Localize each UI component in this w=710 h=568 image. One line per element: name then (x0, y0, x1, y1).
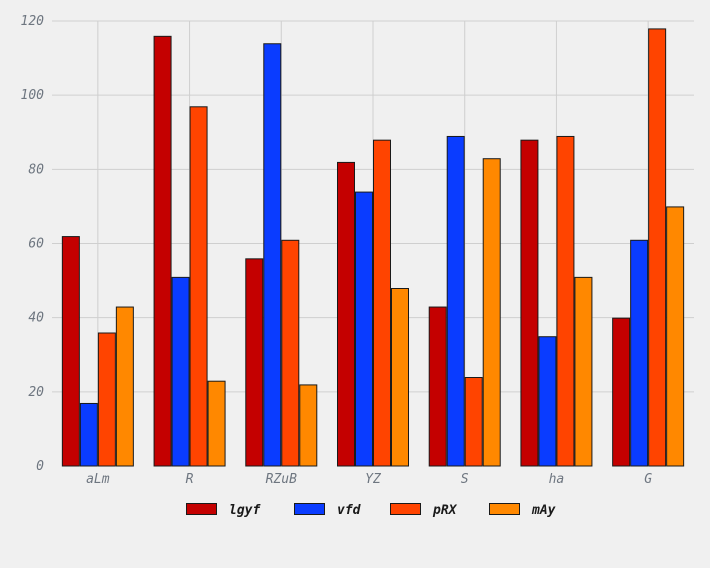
bar-pRX-S (464, 377, 483, 467)
bar-pRX-YZ (373, 139, 391, 467)
legend-swatch-lgyf (186, 503, 217, 515)
bar-mAy-YZ (391, 288, 409, 467)
x-tick-label: S (461, 472, 469, 487)
legend-label-pRX: pRX (432, 503, 458, 518)
legend-label-mAy: mAy (531, 503, 556, 518)
y-tick-label: 20 (28, 385, 44, 400)
y-tick-label: 0 (36, 459, 44, 474)
bar-vfd-R (171, 276, 190, 467)
bar-lgyf-G (612, 317, 631, 467)
bar-lgyf-RZuB (245, 258, 264, 467)
legend-swatch-pRX (390, 503, 421, 515)
x-tick-label: ha (549, 472, 565, 487)
bar-pRX-RZuB (281, 239, 300, 467)
y-tick-label: 40 (28, 311, 44, 326)
bar-lgyf-S (428, 306, 447, 467)
bar-pRX-aLm (97, 332, 116, 467)
bar-vfd-ha (538, 336, 557, 467)
y-tick-label: 100 (21, 88, 45, 103)
x-tick-label: R (186, 472, 194, 487)
bar-mAy-ha (574, 276, 593, 467)
legend-swatch-vfd (294, 503, 325, 515)
x-tick-label: G (644, 472, 652, 487)
x-tick-label: aLm (86, 472, 110, 487)
y-tick-label: 60 (28, 237, 44, 252)
bar-mAy-RZuB (299, 384, 318, 467)
bar-pRX-G (648, 28, 667, 467)
legend-label-lgyf: lgyf (229, 503, 261, 518)
legend-swatch-mAy (489, 503, 520, 515)
y-tick-label: 80 (28, 162, 44, 177)
bar-vfd-S (446, 135, 465, 467)
bar-lgyf-R (153, 35, 172, 467)
x-tick-label: YZ (365, 472, 382, 487)
bar-mAy-S (482, 158, 501, 467)
bar-mAy-R (207, 380, 226, 467)
bar-mAy-aLm (115, 306, 134, 467)
y-tick-label: 120 (21, 14, 45, 29)
bar-mAy-G (666, 206, 685, 467)
bar-vfd-YZ (355, 191, 373, 467)
bar-lgyf-ha (520, 139, 539, 467)
bar-pRX-R (189, 106, 208, 467)
legend: lgyf vfd pRX mAy (186, 503, 556, 518)
bar-vfd-aLm (79, 402, 98, 467)
bars (61, 28, 685, 467)
x-tick-label: RZuB (266, 472, 297, 487)
bar-lgyf-YZ (337, 161, 355, 467)
bar-lgyf-aLm (61, 236, 80, 467)
bar-vfd-RZuB (263, 43, 282, 467)
legend-label-vfd: vfd (337, 503, 362, 518)
bar-pRX-ha (556, 135, 575, 467)
bar-vfd-G (630, 239, 649, 467)
y-axis-tick-labels: 0 20 40 60 80 100 120 (21, 14, 45, 474)
